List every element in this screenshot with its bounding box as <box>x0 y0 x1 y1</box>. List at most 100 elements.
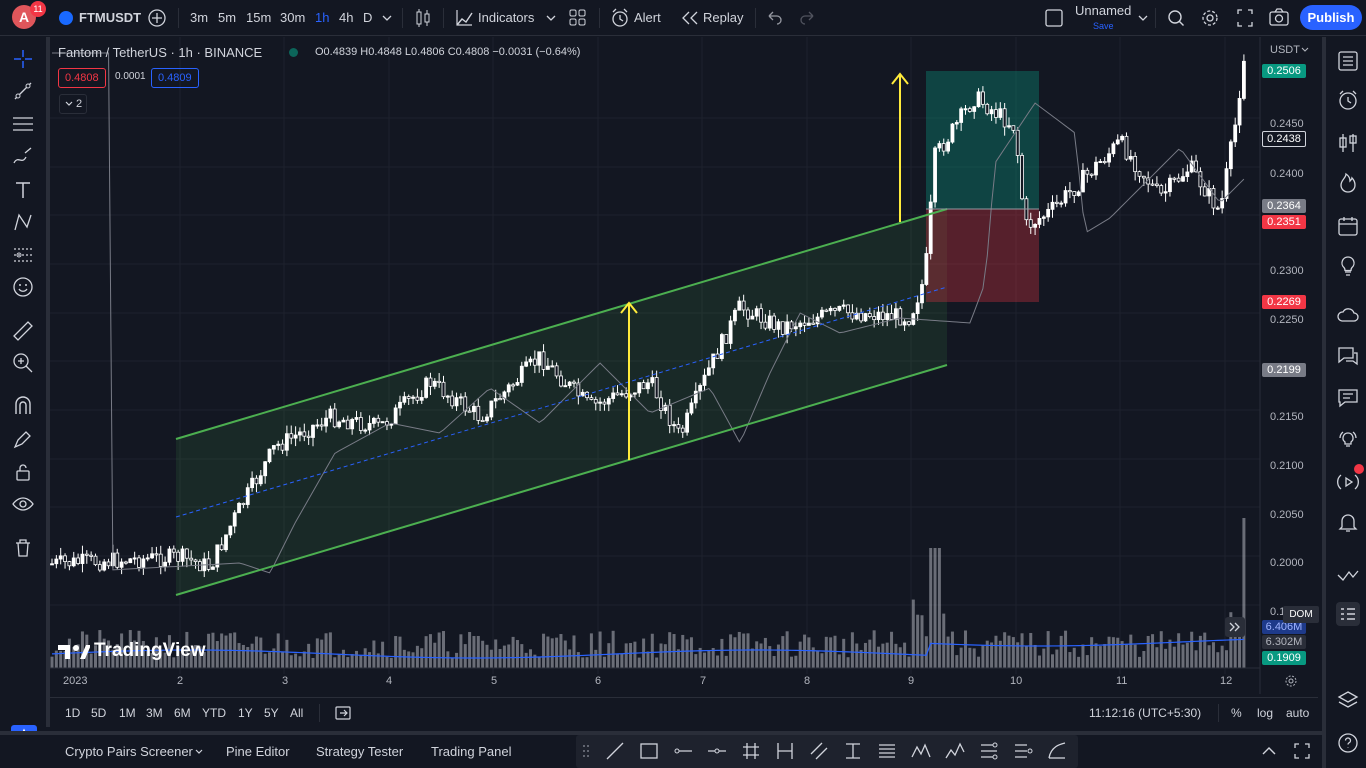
chevron-down-icon[interactable] <box>194 745 204 759</box>
watchlist-icon[interactable] <box>1336 49 1360 73</box>
range-1D[interactable]: 1D <box>65 706 81 720</box>
horizontal-ray-icon[interactable] <box>672 740 694 762</box>
replay-button[interactable]: Replay <box>703 10 744 25</box>
ruler-icon[interactable] <box>11 319 35 343</box>
interval-30m[interactable]: 30m <box>280 10 306 25</box>
parallel-channel-icon[interactable] <box>808 740 830 762</box>
tab-trading-panel[interactable]: Trading Panel <box>431 744 512 759</box>
interval-4h[interactable]: 4h <box>339 10 354 25</box>
templates-icon[interactable] <box>568 0 588 36</box>
chart-settings-gear-icon[interactable] <box>1284 674 1298 688</box>
curve-icon[interactable] <box>1046 740 1068 762</box>
interval-D[interactable]: D <box>363 10 373 25</box>
maximize-panel-icon[interactable] <box>1293 742 1311 760</box>
redo-icon[interactable] <box>799 0 817 36</box>
brush-icon[interactable] <box>11 145 35 169</box>
range-1Y[interactable]: 1Y <box>238 706 253 720</box>
save-label[interactable]: Save <box>1093 21 1114 31</box>
eye-icon[interactable] <box>11 492 35 516</box>
candles-icon[interactable] <box>413 0 433 36</box>
fib-retracement-icon[interactable] <box>876 740 898 762</box>
emoji-icon[interactable] <box>11 275 35 299</box>
chart-pane[interactable] <box>50 37 1318 694</box>
tab-strategy-tester[interactable]: Strategy Tester <box>316 744 404 759</box>
crosshair-icon[interactable] <box>11 47 35 71</box>
sell-price-box[interactable]: 0.4808 <box>58 68 106 88</box>
undo-icon[interactable] <box>765 0 783 36</box>
scroll-to-realtime-icon[interactable] <box>1225 617 1245 637</box>
elliott-wave-icon[interactable] <box>944 740 966 762</box>
symbol-search[interactable]: FTMUSDT <box>79 10 142 25</box>
notifications-bell-icon[interactable] <box>1336 510 1360 534</box>
chats-icon[interactable] <box>1336 344 1360 368</box>
layers-icon[interactable] <box>1336 689 1360 713</box>
interval-15m[interactable]: 15m <box>246 10 272 25</box>
streams-cloud-icon[interactable] <box>1336 303 1360 327</box>
alerts-clock-icon[interactable] <box>1336 88 1360 112</box>
range-3M[interactable]: 3M <box>146 706 163 720</box>
clock-timezone[interactable]: 11:12:16 (UTC+5:30) <box>1089 706 1202 720</box>
text-icon[interactable] <box>11 178 35 202</box>
alarm-clock-icon[interactable] <box>610 0 630 36</box>
range-YTD[interactable]: YTD <box>202 706 226 720</box>
fib-channel-icon[interactable] <box>1012 740 1034 762</box>
notes-icon[interactable] <box>1336 386 1360 410</box>
indicators-button[interactable]: Indicators <box>478 10 535 25</box>
chevron-down-icon[interactable] <box>1136 0 1150 36</box>
grid-icon[interactable] <box>740 740 762 762</box>
broadcast-play-icon[interactable] <box>1336 470 1360 494</box>
ideas-bulb-icon[interactable] <box>1336 254 1360 278</box>
symbol-legend-title[interactable]: Fantom / TetherUS · 1h · BINANCE <box>58 45 263 60</box>
goto-date-icon[interactable] <box>334 704 352 722</box>
range-All[interactable]: All <box>290 706 304 720</box>
range-1M[interactable]: 1M <box>119 706 136 720</box>
tab-crypto-pairs-screener[interactable]: Crypto Pairs Screener <box>65 744 193 759</box>
chevron-up-icon[interactable] <box>1260 743 1278 759</box>
horizontal-lines-icon[interactable] <box>11 112 35 136</box>
replay-icon[interactable] <box>680 0 700 36</box>
percent-toggle[interactable]: % <box>1231 706 1242 720</box>
publish-button[interactable]: Publish <box>1300 5 1362 30</box>
help-icon[interactable] <box>1336 731 1360 755</box>
interval-5m[interactable]: 5m <box>218 10 237 25</box>
auto-toggle[interactable]: auto <box>1286 706 1310 720</box>
currency-select[interactable]: USDT <box>1270 44 1300 56</box>
drag-handle-icon[interactable] <box>582 744 590 758</box>
pattern-icon[interactable] <box>11 210 35 234</box>
trash-icon[interactable] <box>11 536 35 560</box>
forecast-icon[interactable] <box>11 243 35 267</box>
magnet-icon[interactable] <box>11 394 35 418</box>
signals-icon[interactable] <box>1336 428 1360 452</box>
xabcd-pattern-icon[interactable] <box>910 740 932 762</box>
range-5D[interactable]: 5D <box>91 706 107 720</box>
buy-price-box[interactable]: 0.4809 <box>151 68 199 88</box>
layout-select-icon[interactable] <box>1044 0 1064 36</box>
indicators-icon[interactable] <box>454 0 474 36</box>
lock-icon[interactable] <box>11 460 35 484</box>
dom-panel-icon[interactable] <box>1336 602 1360 626</box>
trend-line-icon[interactable] <box>604 740 626 762</box>
rectangle-icon[interactable] <box>638 740 660 762</box>
compare-add-icon[interactable] <box>147 0 167 36</box>
price-chart[interactable] <box>50 37 1318 694</box>
chevron-down-icon[interactable] <box>380 0 394 36</box>
gear-icon[interactable] <box>1200 0 1220 36</box>
alert-button[interactable]: Alert <box>634 10 661 25</box>
search-icon[interactable] <box>1166 0 1186 36</box>
trend-line-icon[interactable] <box>11 79 35 103</box>
range-6M[interactable]: 6M <box>174 706 191 720</box>
fullscreen-icon[interactable] <box>1235 0 1255 36</box>
data-window-icon[interactable] <box>1336 131 1360 155</box>
trend-zigzag-icon[interactable] <box>1336 563 1360 587</box>
horizontal-line-icon[interactable] <box>706 740 728 762</box>
chevron-down-icon[interactable] <box>544 0 558 36</box>
dom-button[interactable]: DOM <box>1283 606 1319 623</box>
layout-name[interactable]: Unnamed <box>1075 3 1132 18</box>
zoom-in-icon[interactable] <box>11 351 35 375</box>
camera-icon[interactable] <box>1268 0 1290 36</box>
price-range-icon[interactable] <box>842 740 864 762</box>
interval-1h[interactable]: 1h <box>315 10 330 25</box>
fib-time-zone-icon[interactable] <box>978 740 1000 762</box>
log-toggle[interactable]: log <box>1257 706 1274 720</box>
range-5Y[interactable]: 5Y <box>264 706 279 720</box>
